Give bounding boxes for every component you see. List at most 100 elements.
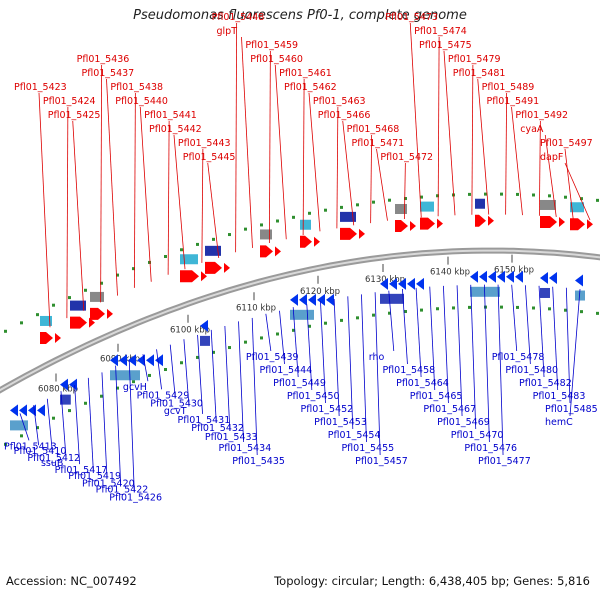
track-dot	[196, 242, 199, 246]
forward-feature-box	[570, 202, 584, 213]
forward-gene-label: Pfl01_5466	[318, 110, 371, 121]
forward-gene	[488, 215, 494, 226]
forward-leader-line	[437, 36, 440, 217]
reverse-leader-line	[552, 286, 559, 391]
reverse-gene	[407, 277, 415, 290]
track-dot	[356, 203, 359, 207]
track-dot	[228, 346, 231, 350]
track-dot	[340, 318, 343, 322]
forward-feature-box	[40, 315, 52, 326]
reverse-gene	[299, 293, 307, 306]
tick-label: 6080 kbp	[38, 385, 78, 395]
reverse-gene-label: Pfl01_5455	[341, 443, 394, 454]
reverse-gene	[200, 319, 208, 332]
reverse-gene	[137, 354, 145, 367]
forward-leader-line	[235, 22, 238, 253]
forward-gene	[224, 262, 230, 273]
reverse-leader-line	[320, 301, 326, 404]
forward-gene-label: Pfl01_5460	[250, 54, 303, 65]
forward-feature-box	[90, 291, 104, 302]
track-dot	[468, 192, 471, 196]
reverse-gene	[119, 354, 127, 367]
reverse-leader-line	[265, 313, 272, 352]
track-dot	[452, 306, 455, 310]
reverse-leader-line	[156, 349, 162, 390]
reverse-gene-label: Pfl01_5422	[96, 485, 149, 496]
reverse-leader-line	[443, 285, 449, 404]
reverse-gene	[515, 270, 523, 283]
track-dot	[100, 281, 103, 285]
forward-leader-line	[38, 92, 51, 328]
reverse-feature-box	[110, 370, 140, 381]
reverse-gene-label: Pfl01_5464	[396, 378, 449, 389]
forward-leader-line	[564, 162, 591, 221]
track-dot	[340, 205, 343, 209]
forward-leader-line	[72, 120, 85, 311]
reverse-leader-line	[347, 296, 354, 430]
forward-leader-line	[443, 50, 456, 216]
forward-gene-label: Pfl01_5459	[245, 40, 298, 51]
reverse-leader-line	[511, 284, 518, 352]
reverse-leader-line	[210, 329, 217, 422]
reverse-gene-label: Pfl01_5419	[68, 471, 121, 482]
reverse-gene-label: ssuB	[41, 458, 63, 469]
forward-feature-box	[260, 229, 272, 240]
reverse-gene-label: Pfl01_5433	[205, 432, 258, 443]
track-dot	[196, 355, 199, 359]
reverse-gene-label: Pfl01_5453	[314, 417, 367, 428]
forward-gene	[395, 219, 408, 232]
track-dot	[260, 336, 263, 340]
reverse-feature-box	[575, 290, 585, 301]
track-dot	[228, 233, 231, 237]
forward-gene	[570, 218, 585, 231]
map-title: Pseudomonas fluorescens Pf0-1, complete …	[133, 8, 467, 23]
track-dot	[36, 426, 39, 430]
forward-leader-line	[100, 64, 103, 303]
reverse-gene	[506, 270, 514, 283]
reverse-gene	[317, 293, 325, 306]
track-dot	[596, 198, 599, 202]
reverse-leader-line	[402, 288, 408, 365]
reverse-gene	[146, 354, 154, 367]
forward-gene-label: Pfl01_5463	[313, 96, 366, 107]
track-dot	[308, 324, 311, 328]
forward-gene-label: Pfl01_5443	[178, 138, 231, 149]
forward-gene-label: Pfl01_5440	[115, 96, 168, 107]
reverse-leader-line	[279, 310, 285, 365]
reverse-leader-line	[142, 354, 149, 382]
reverse-gene-label: Pfl01_5482	[519, 378, 572, 389]
reverse-gene-label: Pfl01_5480	[505, 365, 558, 376]
tick-label: 6110 kbp	[236, 303, 276, 313]
reverse-gene	[398, 277, 406, 290]
reverse-gene-label: Pfl01_5458	[382, 365, 435, 376]
reverse-gene	[10, 404, 18, 417]
reverse-gene	[488, 270, 496, 283]
forward-gene	[89, 317, 95, 328]
reverse-feature-box	[200, 335, 210, 346]
tick-label: 6120 kbp	[300, 287, 340, 297]
reverse-gene-label: Pfl01_5435	[232, 456, 285, 467]
forward-gene	[107, 308, 113, 319]
forward-leader-line	[544, 134, 557, 218]
forward-leader-line	[538, 120, 541, 216]
forward-gene	[437, 218, 443, 229]
forward-leader-line	[409, 22, 422, 218]
forward-feature-box	[180, 254, 198, 265]
forward-leader-line	[173, 134, 186, 270]
track-dot	[420, 308, 423, 312]
forward-leader-line	[342, 120, 355, 226]
reverse-leader-line	[333, 298, 340, 417]
reverse-gene	[60, 378, 68, 391]
reverse-gene	[290, 293, 298, 306]
reverse-gene	[389, 277, 397, 290]
track-dot	[20, 321, 23, 325]
track-dot	[564, 195, 567, 199]
track-dot	[596, 311, 599, 315]
forward-gene-label: Pfl01_5473	[385, 12, 438, 23]
reverse-gene	[380, 277, 388, 290]
forward-feature-box	[540, 199, 556, 210]
reverse-gene-label: Pfl01_5434	[219, 443, 272, 454]
reverse-leader-line	[33, 405, 40, 446]
track-dot	[276, 219, 279, 223]
